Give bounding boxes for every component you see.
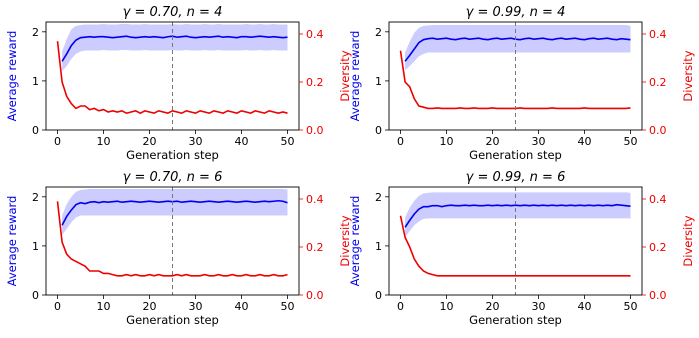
y-tick-label-right: 0.0 [649, 124, 667, 137]
y-tick-label-right: 0.2 [306, 76, 324, 89]
y-tick-label-right: 0.4 [306, 28, 324, 41]
x-tick-label: 40 [578, 300, 592, 313]
y-tick-label-left: 2 [375, 26, 382, 39]
plot-frame [388, 186, 643, 296]
reward-line [61, 199, 288, 226]
y-tick-label-left: 1 [32, 240, 39, 253]
x-tick-label: 10 [440, 135, 454, 148]
reward-band [405, 192, 631, 238]
x-tick-label: 0 [397, 135, 404, 148]
x-axis-label: Generation step [126, 313, 219, 327]
y-tick-label-left: 0 [32, 124, 39, 137]
x-tick-label: 30 [189, 135, 203, 148]
reward-line [404, 203, 631, 228]
x-tick-label: 50 [624, 135, 638, 148]
x-tick-label: 10 [97, 300, 111, 313]
x-tick-label: 40 [235, 300, 249, 313]
y-tick-label-right: 0.0 [649, 289, 667, 302]
diversity-line [399, 215, 631, 277]
chart-title: γ = 0.99, n = 4 [466, 5, 566, 20]
chart-title: γ = 0.70, n = 4 [123, 5, 223, 20]
x-tick-label: 0 [54, 135, 61, 148]
reward-band [62, 188, 288, 236]
x-axis-label: Generation step [469, 313, 562, 327]
y-axis-label-right: Diversity [681, 50, 695, 101]
y-tick-label-left: 0 [375, 289, 382, 302]
y-tick-label-right: 0.4 [649, 28, 667, 41]
reward-band [62, 23, 288, 72]
chart-panel: 0 10 20 30 40 50 0 1 2 0.0 0.2 0.4 γ = 0.70, n = 4 Ge… [5, 5, 352, 162]
y-axis-label-left: Average reward [348, 31, 362, 122]
x-axis-label: Generation step [126, 148, 219, 162]
diversity-line [56, 201, 288, 277]
plot-frame [45, 186, 300, 296]
x-tick-label: 30 [532, 300, 546, 313]
plot-frame [388, 21, 643, 131]
x-axis-label: Generation step [469, 148, 562, 162]
x-tick-label: 20 [143, 300, 157, 313]
x-tick-label: 30 [189, 300, 203, 313]
x-tick-label: 50 [281, 135, 295, 148]
plot-frame [45, 21, 300, 131]
x-tick-label: 30 [532, 135, 546, 148]
reward-band [405, 24, 631, 71]
x-tick-label: 40 [235, 135, 249, 148]
y-tick-label-left: 0 [32, 289, 39, 302]
y-tick-label-right: 0.0 [306, 124, 324, 137]
x-tick-label: 40 [578, 135, 592, 148]
y-tick-label-right: 0.4 [649, 193, 667, 206]
y-axis-label-right: Diversity [338, 50, 352, 101]
reward-line [404, 37, 631, 62]
diversity-line [56, 41, 288, 115]
chart-title: γ = 0.99, n = 6 [466, 170, 566, 185]
y-tick-label-left: 0 [375, 124, 382, 137]
x-tick-label: 10 [97, 135, 111, 148]
y-tick-label-right: 0.0 [306, 289, 324, 302]
x-tick-label: 50 [624, 300, 638, 313]
y-tick-label-left: 2 [375, 191, 382, 204]
y-tick-label-left: 1 [32, 75, 39, 88]
chart-title: γ = 0.70, n = 6 [123, 170, 223, 185]
chart-panel: 0 10 20 30 40 50 0 1 2 0.0 0.2 0.4 γ = 0.99, n = 4 Ge… [348, 5, 695, 162]
x-tick-label: 20 [486, 135, 500, 148]
y-tick-label-left: 2 [32, 26, 39, 39]
y-tick-label-right: 0.2 [649, 241, 667, 254]
chart-panel: 0 10 20 30 40 50 0 1 2 0.0 0.2 0.4 γ = 0.70, n = 6 Ge… [5, 170, 352, 327]
y-tick-label-left: 1 [375, 240, 382, 253]
y-tick-label-left: 1 [375, 75, 382, 88]
reward-line [61, 35, 288, 62]
y-axis-label-right: Diversity [681, 215, 695, 266]
y-axis-label-left: Average reward [5, 196, 19, 287]
chart-panel: 0 10 20 30 40 50 0 1 2 0.0 0.2 0.4 γ = 0.99, n = 6 Ge… [348, 170, 695, 327]
y-tick-label-right: 0.2 [649, 76, 667, 89]
x-tick-label: 50 [281, 300, 295, 313]
x-tick-label: 20 [486, 300, 500, 313]
y-axis-label-left: Average reward [348, 196, 362, 287]
x-tick-label: 20 [143, 135, 157, 148]
x-tick-label: 0 [54, 300, 61, 313]
y-tick-label-right: 0.2 [306, 241, 324, 254]
y-axis-label-left: Average reward [5, 31, 19, 122]
y-axis-label-right: Diversity [338, 215, 352, 266]
x-tick-label: 0 [397, 300, 404, 313]
y-tick-label-left: 2 [32, 191, 39, 204]
y-tick-label-right: 0.4 [306, 193, 324, 206]
x-tick-label: 10 [440, 300, 454, 313]
